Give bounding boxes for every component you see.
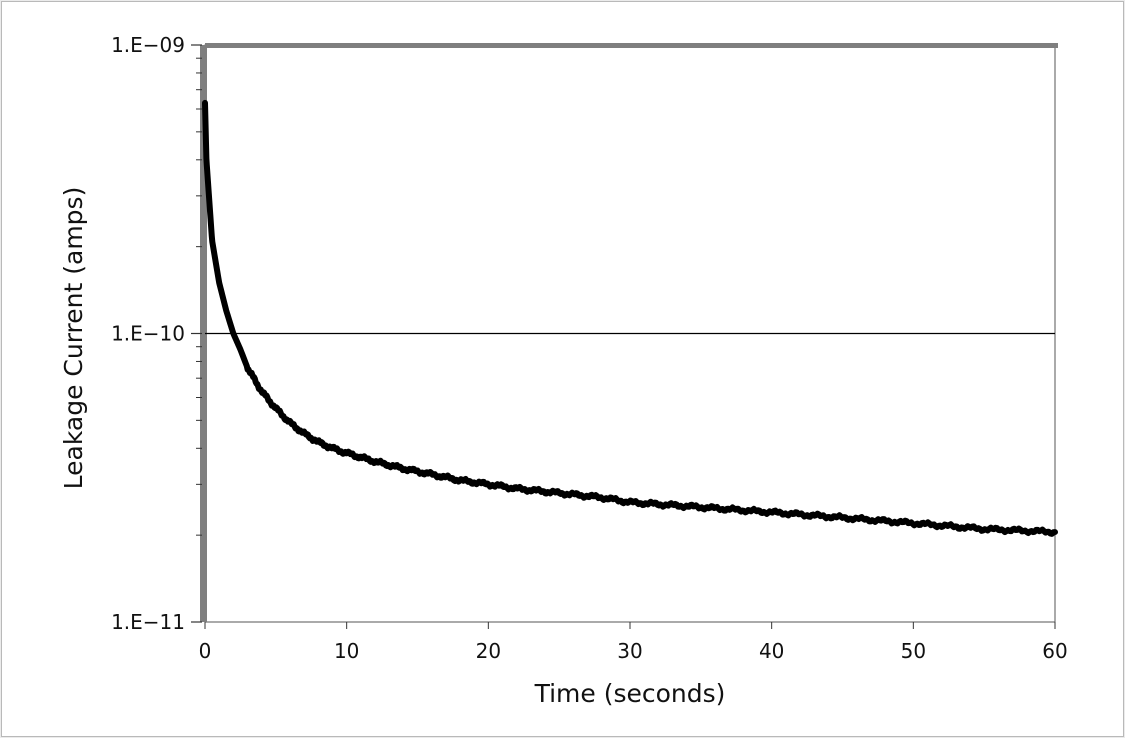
- plot-area: [200, 43, 1058, 623]
- y-axis-title: Leakage Current (amps): [59, 187, 88, 490]
- y-tick-label-0: 1.E−09: [111, 33, 185, 57]
- y-tick-label-1: 1.E−10: [111, 322, 185, 346]
- y-tick-label-2: 1.E−11: [111, 610, 185, 634]
- x-tick-label-0: 0: [199, 639, 212, 663]
- x-tick-label-2: 20: [476, 639, 501, 663]
- series-line-0: [202, 99, 1058, 537]
- x-tick-label-5: 50: [901, 639, 926, 663]
- x-tick-label-3: 30: [617, 639, 642, 663]
- y-minor-ticks: [196, 57, 202, 536]
- y-axis-ticks: 1.E−09 1.E−10 1.E−11: [111, 33, 202, 634]
- x-tick-label-4: 40: [759, 639, 784, 663]
- y-axis-bar: [200, 45, 207, 622]
- x-axis-ticks: 0 10 20 30 40 50 60: [199, 622, 1068, 663]
- x-tick-label-1: 10: [334, 639, 359, 663]
- x-tick-label-6: 60: [1042, 639, 1067, 663]
- plot-top-edge: [205, 43, 1058, 48]
- x-axis-title: Time (seconds): [534, 679, 726, 708]
- data-series: [202, 99, 1058, 537]
